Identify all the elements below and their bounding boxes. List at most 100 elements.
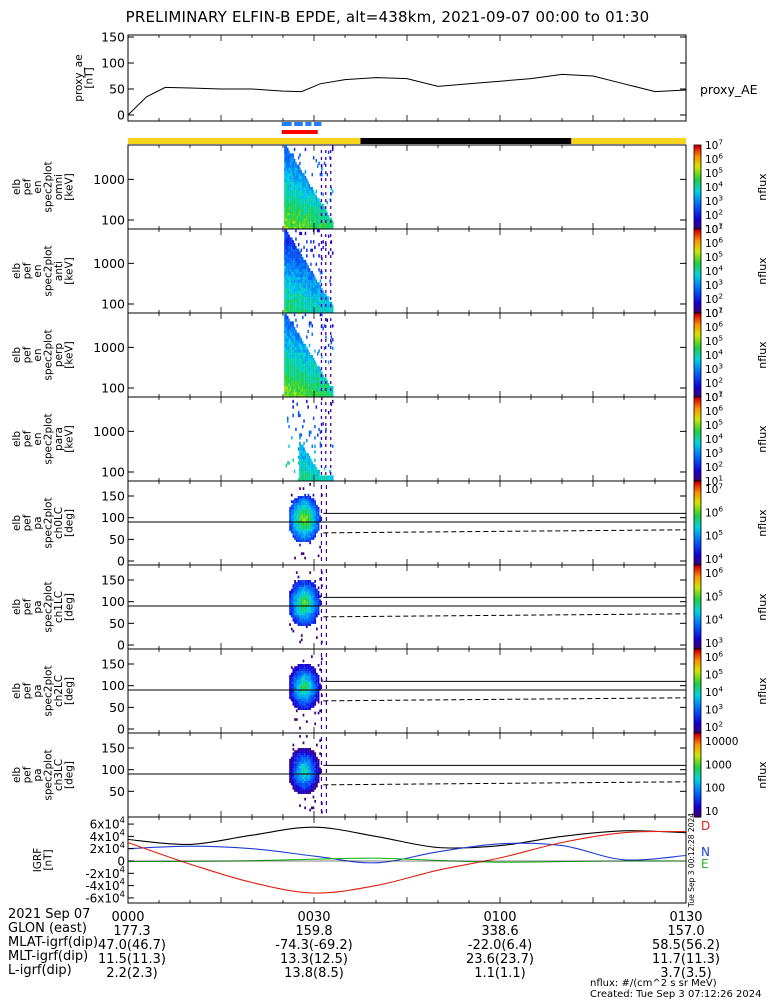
spectrogram-pixel [312, 195, 315, 199]
pitch-angle-pixel [302, 789, 305, 792]
colorbar-segment [694, 180, 701, 184]
spectrogram-pixel [297, 293, 300, 297]
spectrogram-pixel [306, 369, 308, 373]
pitch-angle-pixel [299, 524, 301, 527]
pitch-angle-pixel [312, 517, 315, 521]
spectrogram-pixel [299, 478, 301, 482]
spectrogram-pixel [287, 416, 289, 420]
spectrogram-pixel [308, 383, 311, 387]
spectrogram-pixel [291, 290, 293, 294]
pitch-angle-pixel [304, 539, 307, 542]
spectrogram-pixel [288, 259, 290, 264]
pitch-angle-pixel [316, 743, 318, 747]
pitch-angle-pixel [312, 493, 315, 497]
spectrogram-pixel [287, 296, 289, 300]
pitch-angle-pixel [309, 539, 312, 542]
spectrogram-pixel [296, 380, 298, 384]
pitch-angle-pixel [290, 782, 293, 786]
pitch-angle-pixel [289, 776, 291, 779]
pitch-angle-pixel [304, 666, 307, 669]
pitch-angle-pixel [299, 610, 301, 613]
spectrogram-pixel [296, 388, 298, 392]
spectrogram-pixel [297, 338, 300, 342]
spectrogram-pixel [297, 192, 300, 196]
spectrogram-pixel [314, 245, 316, 250]
pitch-angle-pixel [307, 674, 310, 678]
pitch-angle-pixel [304, 535, 307, 538]
spectrogram-pixel [288, 374, 290, 378]
spectrogram-pixel [325, 223, 327, 227]
pitch-angle-pixel [314, 668, 317, 671]
spectrogram-pixel [307, 282, 309, 286]
pitch-angle-pixel [317, 674, 320, 678]
colorbar-segment [694, 741, 701, 744]
pitch-angle-pixel [316, 636, 318, 639]
pitch-angle-pixel [299, 543, 301, 547]
pitch-angle-pixel [294, 584, 296, 587]
pitch-angle-pixel [314, 612, 317, 616]
spectrogram-pixel [317, 475, 319, 479]
pitch-angle-pixel [317, 776, 320, 779]
pitch-angle-pixel [290, 685, 293, 689]
pitch-angle-pixel [307, 603, 310, 607]
spectrogram-pixel [307, 352, 309, 356]
pitch-angle-pixel [300, 750, 303, 753]
pitch-angle-pixel [316, 612, 318, 616]
pitch-angle-pixel [299, 765, 301, 768]
pitch-angle-pixel [302, 700, 305, 704]
igrf-y-tick-label: 6x104 [90, 815, 125, 831]
colorbar-segment [694, 691, 701, 694]
pitch-angle-pixel [302, 683, 305, 687]
pitch-angle-pixel [312, 590, 315, 594]
spectrogram-pixel [319, 296, 322, 300]
colorbar-segment [694, 468, 701, 471]
colorbar-segment [694, 386, 701, 390]
spectrogram-pixel [304, 385, 307, 390]
igrf-y-axis-label-line: [nT] [42, 849, 54, 870]
spectrogram-pixel [293, 276, 296, 280]
pitch-angle-pixel [297, 664, 300, 667]
spectrogram-pixel [285, 262, 288, 266]
spectrogram-pixel [293, 329, 296, 334]
spectrogram-pixel [299, 335, 301, 339]
spectrogram-pixel [310, 248, 312, 252]
spectrogram-pixel [299, 226, 301, 230]
spectrogram-pixel [295, 262, 297, 266]
pitch-angle-pixel [321, 657, 323, 661]
spectrogram-pixel [322, 307, 324, 311]
spectrogram-pixel [287, 304, 289, 308]
pitch-angle-pixel [314, 703, 317, 706]
spectrogram-pixel [300, 189, 303, 194]
spectrogram-pixel [322, 385, 324, 390]
pitch-y-axis-label-line: [deg] [63, 509, 75, 537]
pitch-angle-pixel [299, 590, 301, 594]
spectrogram-pixel [284, 307, 286, 311]
pitch-angle-pixel [294, 771, 296, 775]
pitch-angle-pixel [307, 696, 310, 700]
spectrogram-pixel [315, 285, 318, 289]
spectrogram-pixel [285, 220, 288, 224]
pitch-angle-pixel [300, 582, 303, 585]
spectrogram-pixel [302, 461, 304, 465]
pitch-angle-pixel [292, 610, 295, 613]
spectrogram-pixel [306, 310, 308, 314]
colorbar-segment [694, 554, 701, 558]
spectrogram-pixel [332, 304, 334, 308]
spectrogram-pixel [299, 192, 301, 196]
spectrogram-pixel [300, 338, 303, 342]
spectrogram-pixel [325, 377, 327, 381]
spectrogram-pixel [296, 178, 298, 182]
pitch-angle-pixel [311, 526, 313, 529]
spectrogram-pixel [306, 371, 308, 376]
pitch-angle-pixel [297, 668, 300, 671]
pitch-angle-pixel [311, 616, 313, 620]
spectrogram-pixel [311, 383, 313, 387]
pitch-angle-pixel [309, 532, 312, 536]
spectrogram-pixel [291, 343, 293, 348]
spectrogram-pixel [284, 187, 286, 191]
spectrogram-pixel [310, 201, 312, 205]
spectrogram-pixel [311, 195, 313, 199]
pitch-angle-pixel [316, 593, 318, 596]
spectrogram-pixel [307, 287, 309, 292]
spectrogram-pixel [323, 385, 326, 390]
